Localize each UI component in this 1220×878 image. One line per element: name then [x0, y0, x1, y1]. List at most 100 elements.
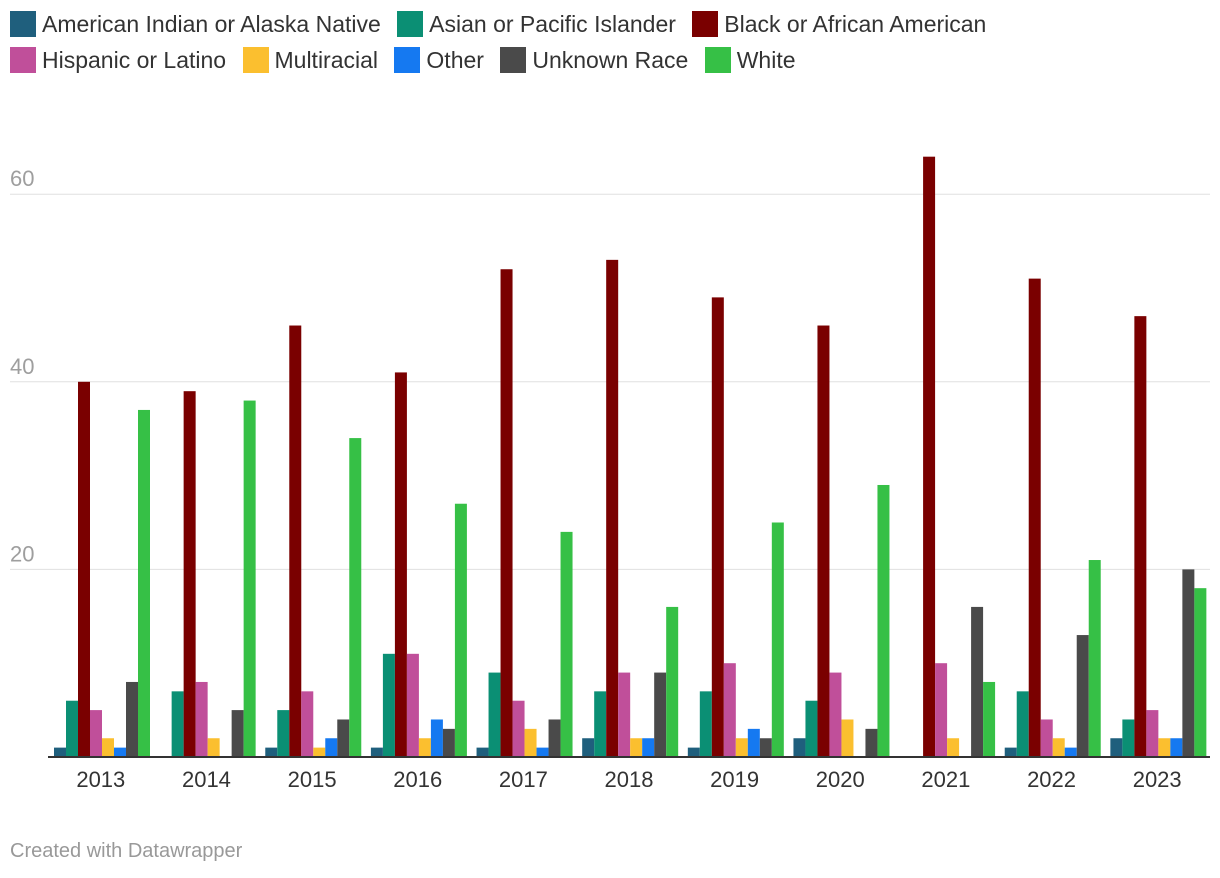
bar	[1004, 747, 1017, 757]
bar	[923, 156, 936, 757]
bar	[1122, 719, 1135, 757]
bar	[723, 663, 736, 757]
bar	[711, 297, 724, 757]
x-tick-label: 2019	[710, 767, 759, 792]
bar	[983, 681, 996, 757]
bar	[594, 691, 607, 757]
bar	[536, 747, 549, 757]
legend-label: Black or African American	[724, 11, 987, 37]
bar	[759, 738, 772, 757]
legend-label: Asian or Pacific Islander	[429, 11, 676, 37]
legend-swatch	[500, 47, 527, 73]
bar	[337, 719, 350, 757]
bar	[793, 738, 806, 757]
x-tick-label: 2016	[393, 767, 442, 792]
bar	[971, 606, 984, 757]
bar	[277, 710, 290, 757]
x-tick-label: 2017	[499, 767, 548, 792]
bar	[126, 681, 138, 757]
bar	[618, 672, 631, 757]
bar	[829, 672, 842, 757]
bar	[947, 738, 960, 757]
bar	[560, 531, 573, 757]
bar	[687, 747, 700, 757]
bar	[1134, 316, 1147, 757]
x-tick-label: 2018	[605, 767, 654, 792]
bar	[171, 691, 184, 757]
x-tick-label: 2023	[1133, 767, 1182, 792]
bar	[548, 719, 561, 757]
bar	[430, 719, 443, 757]
legend-item-asian-pacific: Asian or Pacific Islander	[397, 6, 676, 42]
legend-swatch	[10, 47, 36, 73]
bar	[382, 653, 395, 757]
legend-label: Hispanic or Latino	[42, 47, 227, 73]
bar	[1040, 719, 1053, 757]
bar	[500, 269, 513, 757]
bar	[243, 400, 256, 757]
bar	[349, 438, 362, 757]
y-tick-label: 20	[10, 541, 34, 566]
bar	[524, 728, 537, 757]
bar	[841, 719, 854, 757]
bar	[207, 738, 220, 757]
y-tick-label: 40	[10, 354, 34, 379]
bar	[301, 691, 314, 757]
legend-swatch	[10, 11, 36, 37]
bar	[1194, 588, 1207, 757]
bar	[66, 700, 78, 757]
bar	[1158, 738, 1171, 757]
x-tick-label: 2020	[816, 767, 865, 792]
bar	[1182, 569, 1195, 757]
x-tick-label: 2015	[288, 767, 337, 792]
bar	[1146, 710, 1159, 757]
bar	[325, 738, 338, 757]
chart-legend: American Indian or Alaska Native Asian o…	[10, 6, 1210, 78]
bar	[265, 747, 278, 757]
legend-swatch	[704, 47, 731, 73]
bar	[771, 522, 784, 757]
bar	[1028, 278, 1041, 757]
legend-item-multiracial: Multiracial	[242, 42, 378, 78]
bar	[642, 738, 655, 757]
bar	[512, 700, 525, 757]
bar	[877, 484, 890, 757]
bar	[1170, 738, 1183, 757]
legend-label: White	[736, 47, 796, 73]
bar	[370, 747, 383, 757]
bar	[138, 409, 150, 757]
bar	[231, 710, 244, 757]
legend-item-black: Black or African American	[692, 6, 986, 42]
bar	[289, 325, 302, 757]
legend-swatch	[692, 11, 719, 37]
bar	[313, 747, 326, 757]
legend-item-american-indian: American Indian or Alaska Native	[10, 6, 381, 42]
legend-item-other: Other	[394, 42, 484, 78]
legend-label: American Indian or Alaska Native	[42, 11, 381, 37]
bar	[735, 738, 748, 757]
bar	[1052, 738, 1065, 757]
bar	[654, 672, 667, 757]
bar	[183, 391, 196, 757]
bar	[1076, 635, 1089, 757]
bar	[935, 663, 948, 757]
bar	[54, 747, 66, 757]
x-tick-label: 2022	[1027, 767, 1076, 792]
bar	[606, 259, 619, 757]
bar	[195, 681, 208, 757]
legend-label: Unknown Race	[532, 47, 689, 73]
bar	[805, 700, 818, 757]
bar	[102, 738, 114, 757]
y-tick-label: 60	[10, 166, 34, 191]
legend-swatch	[397, 11, 424, 37]
legend-label: Other	[426, 47, 484, 73]
bar	[582, 738, 595, 757]
bar	[454, 503, 467, 757]
bar	[418, 738, 431, 757]
bar	[666, 606, 679, 757]
bar	[1064, 747, 1077, 757]
credit-text: Created with Datawrapper	[10, 840, 243, 862]
legend-swatch	[242, 47, 269, 73]
bar	[1088, 560, 1101, 757]
